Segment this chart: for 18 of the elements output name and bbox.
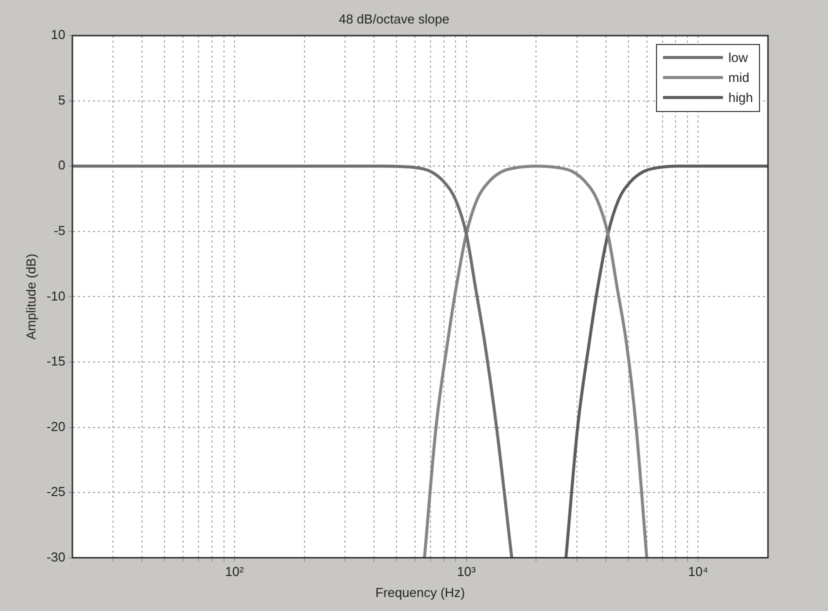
y-tick-label: -20 — [46, 418, 66, 434]
y-tick-label: -30 — [46, 549, 66, 564]
legend-label: mid — [728, 70, 750, 86]
y-tick-label: 0 — [58, 158, 66, 173]
x-tick-label: 10² — [225, 564, 245, 580]
chart-title: 48 dB/octave slope — [338, 11, 450, 26]
legend-label: high — [728, 90, 753, 106]
x-tick-label: 10⁴ — [688, 564, 708, 580]
y-axis-title: Amplitude (dB) — [23, 254, 38, 340]
y-tick-label: -10 — [46, 288, 66, 304]
y-tick-label: -25 — [46, 484, 66, 500]
y-tick-label: 10 — [50, 27, 66, 42]
legend-label: low — [728, 50, 748, 66]
y-tick-label: -15 — [46, 354, 66, 369]
x-axis-title: Frequency (Hz) — [375, 584, 465, 600]
y-tick-label: -5 — [54, 223, 66, 238]
x-tick-label: 10³ — [456, 564, 476, 580]
y-tick-label: 5 — [58, 92, 66, 108]
